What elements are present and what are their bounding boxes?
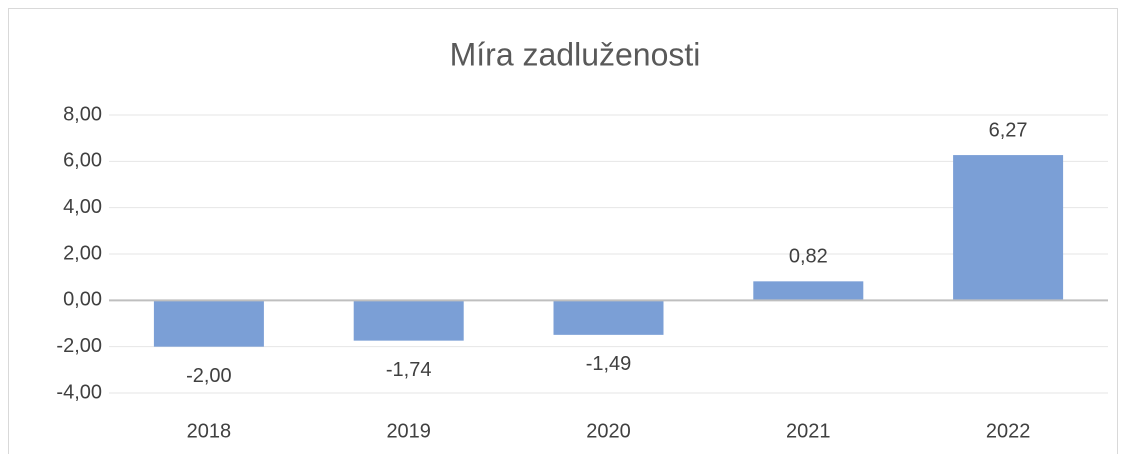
data-label: -1,49 [586,353,632,375]
data-label: 0,82 [789,246,828,268]
y-tick-label: 4,00 [63,196,102,218]
chart-frame [8,8,1118,454]
y-tick-label: 8,00 [63,103,102,125]
bar [353,300,464,341]
y-tick-label: 2,00 [63,242,102,264]
data-label: 6,27 [989,119,1028,141]
x-tick-label: 2020 [586,420,631,442]
bar [753,281,864,301]
y-tick-label: -4,00 [56,381,102,403]
data-label: -1,74 [386,359,432,381]
bar [953,155,1064,301]
y-tick-label: 6,00 [63,150,102,172]
y-tick-label: -2,00 [56,335,102,357]
data-label: -2,00 [186,365,232,387]
x-tick-label: 2018 [187,420,232,442]
x-tick-label: 2019 [386,420,431,442]
bar [553,300,664,335]
bar [153,300,264,347]
x-tick-label: 2022 [986,420,1031,442]
y-tick-label: 0,00 [63,289,102,311]
chart-title: Míra zadluženosti [450,36,701,72]
x-tick-label: 2021 [786,420,831,442]
